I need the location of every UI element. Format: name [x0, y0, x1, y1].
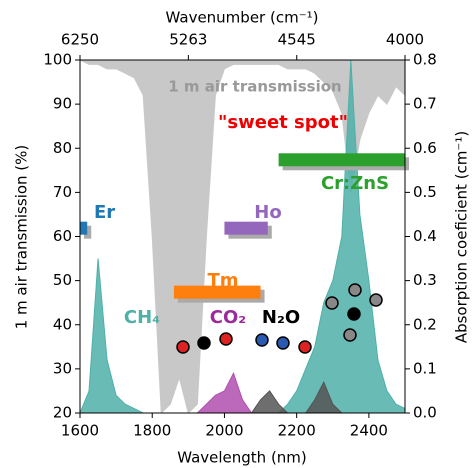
x-tick-label: 2000 [205, 422, 243, 440]
molecule-atom [343, 328, 357, 342]
molecule-atom [197, 336, 211, 350]
x-tick-label: 1800 [133, 422, 171, 440]
x-axis-title: Wavelength (nm) [177, 449, 307, 467]
band [224, 221, 268, 235]
annotation: "sweet spot" [218, 112, 348, 133]
y2-tick-label: 0.5 [413, 183, 437, 201]
y-tick-label: 70 [53, 183, 72, 201]
molecule-atom [276, 336, 290, 350]
y-tick-label: 40 [53, 315, 72, 333]
molecule-atom [325, 296, 339, 310]
y2-tick-label: 0.7 [413, 95, 437, 113]
molecule-atom [176, 340, 190, 354]
y2-tick-label: 0.4 [413, 227, 437, 245]
x2-tick-label: 4545 [278, 31, 316, 49]
molecule-atom [219, 332, 233, 346]
x2-tick-label: 6250 [61, 31, 99, 49]
series-area [80, 60, 405, 413]
series-label: N₂O [262, 307, 300, 328]
band-label: Ho [254, 202, 281, 223]
y2-tick-label: 0.3 [413, 271, 437, 289]
series-area [80, 60, 405, 413]
y-tick-label: 90 [53, 95, 72, 113]
y-tick-label: 60 [53, 227, 72, 245]
y-axis-title: 1 m air transmission (%) [13, 145, 31, 330]
band-shadow [84, 225, 92, 239]
series-label: 1 m air transmission [168, 78, 341, 96]
x-tick-label: 2200 [278, 422, 316, 440]
molecule-atom [369, 293, 383, 307]
band [278, 153, 405, 167]
top-axis-title: Wavenumber (cm⁻¹) [166, 9, 319, 27]
y2-tick-label: 0.0 [413, 404, 437, 422]
y-tick-label: 80 [53, 139, 72, 157]
x2-tick-label: 4000 [386, 31, 424, 49]
series-area [80, 380, 405, 413]
molecule-atom [347, 307, 361, 321]
band [173, 285, 261, 299]
y2-tick-label: 0.8 [413, 51, 437, 69]
band [80, 221, 88, 235]
band-label: Cr:ZnS [321, 173, 389, 194]
plot [80, 60, 405, 413]
molecule-atom [348, 283, 362, 297]
band-label: Er [94, 202, 115, 223]
x2-tick-label: 5263 [169, 31, 207, 49]
x-tick-label: 2400 [350, 422, 388, 440]
molecule-atom [255, 333, 269, 347]
y-tick-label: 30 [53, 359, 72, 377]
x-tick-label: 1600 [61, 422, 99, 440]
y2-tick-label: 0.6 [413, 139, 437, 157]
y2-tick-label: 0.1 [413, 359, 437, 377]
y2-tick-label: 0.2 [413, 315, 437, 333]
series-label: CO₂ [210, 307, 246, 328]
band-label: Tm [207, 270, 238, 291]
y-tick-label: 20 [53, 404, 72, 422]
series-area [80, 372, 405, 413]
molecule-atom [298, 340, 312, 354]
y2-axis-title: Absorption coeficient (cm⁻¹) [453, 131, 471, 343]
y-tick-label: 100 [43, 51, 72, 69]
series-label: CH₄ [124, 307, 160, 328]
y-tick-label: 50 [53, 271, 72, 289]
